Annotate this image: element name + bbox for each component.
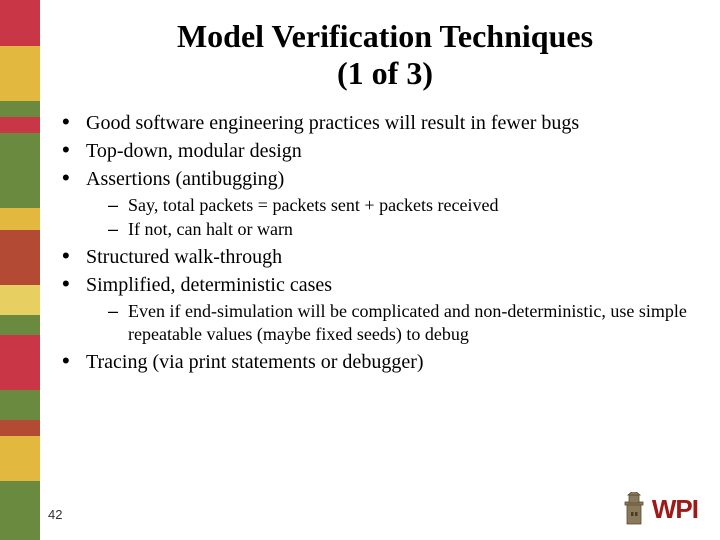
stripe — [0, 481, 40, 540]
sub-bullet-list: Even if end-simulation will be complicat… — [108, 300, 690, 347]
title-line-2: (1 of 3) — [337, 55, 433, 91]
bullet-text: Tracing (via print statements or debugge… — [86, 351, 424, 373]
bullet-text: Structured walk-through — [86, 246, 282, 268]
slide-title: Model Verification Techniques (1 of 3) — [80, 18, 690, 92]
bullet-item: Top-down, modular design — [60, 138, 690, 164]
bullet-list: Good software engineering practices will… — [60, 110, 690, 375]
stripe — [0, 335, 40, 390]
bullet-text: Good software engineering practices will… — [86, 112, 579, 134]
stripe — [0, 0, 40, 46]
decorative-stripe-bar — [0, 0, 40, 540]
stripe — [0, 390, 40, 420]
tower-icon — [622, 492, 646, 526]
logo-text: WPI — [652, 494, 698, 525]
stripe — [0, 230, 40, 285]
bullet-text: Assertions (antibugging) — [86, 168, 284, 190]
bullet-item: Good software engineering practices will… — [60, 110, 690, 136]
bullet-item: Structured walk-through — [60, 244, 690, 270]
stripe — [0, 420, 40, 436]
sub-bullet-list: Say, total packets = packets sent + pack… — [108, 194, 690, 242]
title-line-1: Model Verification Techniques — [177, 18, 593, 54]
bullet-item: Tracing (via print statements or debugge… — [60, 349, 690, 375]
bullet-item: Simplified, deterministic cases Even if e… — [60, 272, 690, 347]
bullet-item: Assertions (antibugging) Say, total packe… — [60, 166, 690, 242]
stripe — [0, 117, 40, 133]
stripe — [0, 208, 40, 230]
slide-content: Good software engineering practices will… — [60, 110, 690, 377]
sub-bullet-item: Even if end-simulation will be complicat… — [108, 300, 690, 347]
stripe — [0, 101, 40, 117]
sub-bullet-item: Say, total packets = packets sent + pack… — [108, 194, 690, 217]
sub-bullet-item: If not, can halt or warn — [108, 218, 690, 241]
stripe — [0, 46, 40, 101]
wpi-logo: WPI — [622, 492, 698, 526]
stripe — [0, 436, 40, 481]
slide-number: 42 — [48, 507, 62, 522]
bullet-text: Top-down, modular design — [86, 140, 302, 162]
stripe — [0, 285, 40, 315]
stripe — [0, 315, 40, 335]
bullet-text: Simplified, deterministic cases — [86, 274, 332, 296]
stripe — [0, 133, 40, 208]
